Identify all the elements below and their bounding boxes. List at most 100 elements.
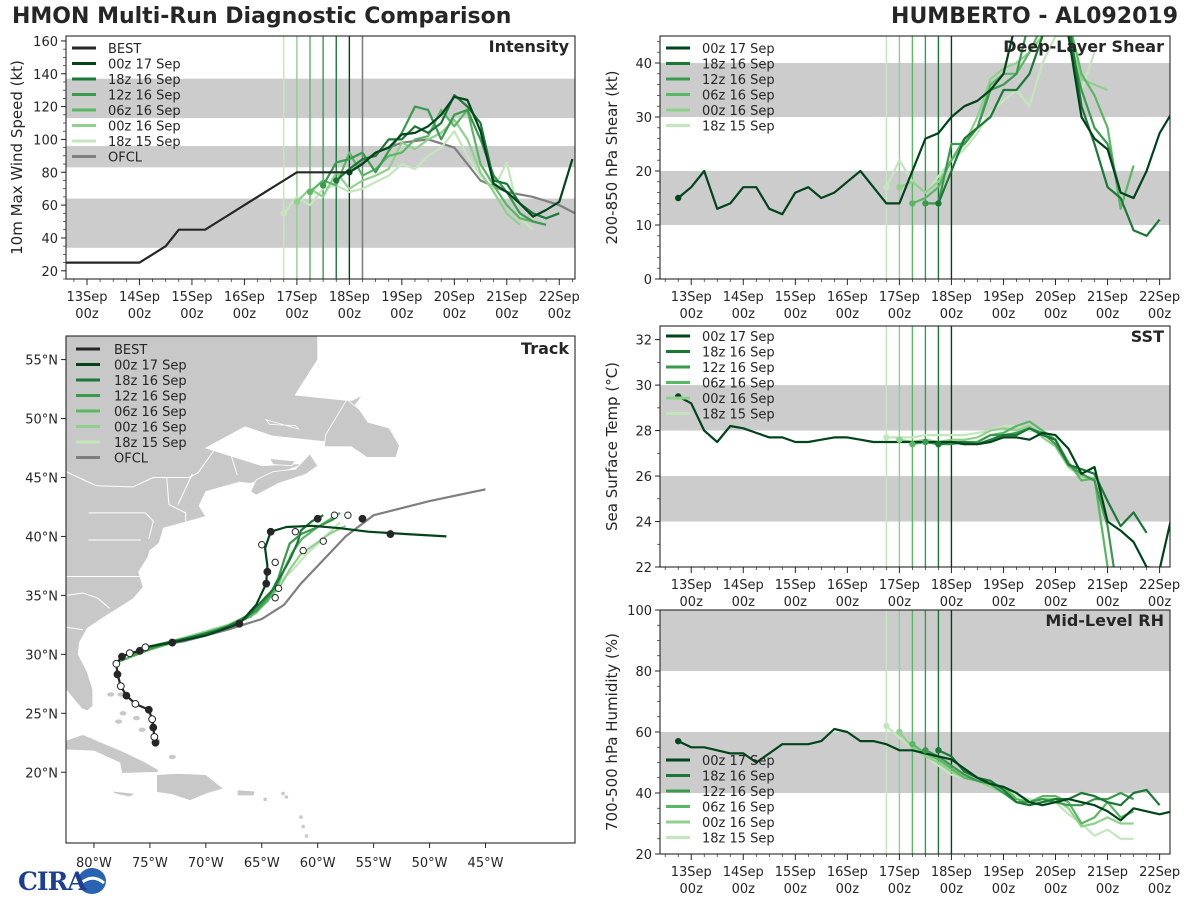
x-tick-label-hour: 00z [992, 307, 1016, 322]
x-tick-label-hour: 00z [1044, 882, 1068, 897]
legend-entry: 18z 16 Sep [702, 346, 775, 361]
x-tick-label-hour: 00z [992, 595, 1016, 610]
lat-tick-label: 45°N [25, 471, 58, 486]
legend-entry: 18z 15 Sep [114, 436, 187, 451]
main-title: HMON Multi-Run Diagnostic Comparison [12, 4, 512, 29]
x-tick-label-day: 20Sep [1035, 290, 1076, 305]
series-line-00z-17-sep [677, 36, 1170, 216]
antilles-island [263, 797, 267, 802]
x-tick-label-hour: 00z [548, 307, 572, 322]
x-tick-label-hour: 00z [128, 307, 152, 322]
lon-tick-label: 50°W [412, 856, 448, 871]
x-tick-label-day: 19Sep [983, 290, 1024, 305]
shade-band [660, 63, 1170, 117]
x-tick-label-day: 14Sep [723, 578, 764, 593]
x-tick-label-hour: 00z [285, 307, 309, 322]
sst-panel: 22 24 26 28 30 32 13Sep 00z 14Sep 00z 15Sep 00z 16Se… [603, 325, 1180, 610]
axes-frame [65, 35, 576, 280]
bahamas-island [138, 727, 146, 733]
bahamas-island [115, 719, 123, 724]
x-tick-label-day: 17Sep [879, 865, 920, 880]
x-tick-label-hour: 00z [1096, 595, 1120, 610]
init-marker [909, 741, 916, 748]
forecast-position-marker [313, 514, 322, 523]
series-line-12z-16-sep [322, 105, 547, 226]
storm-title: HUMBERTO - AL092019 [891, 4, 1178, 29]
x-tick-label-hour: 00z [75, 307, 99, 322]
y-tick-label: 32 [635, 334, 652, 349]
best-track-marker [131, 699, 140, 708]
logo-globe [78, 868, 106, 894]
init-marker [909, 441, 916, 448]
state-border [88, 512, 154, 539]
legend-entry: 18z 16 Sep [114, 374, 187, 389]
x-tick-label-hour: 00z [836, 307, 860, 322]
best-track-marker [141, 643, 150, 652]
x-tick-label-hour: 00z [1148, 882, 1172, 897]
legend-entry: 00z 17 Sep [702, 42, 775, 57]
shade-band [660, 171, 1170, 225]
y-tick-label: 100 [627, 604, 652, 619]
x-tick-label-day: 21Sep [1087, 290, 1128, 305]
puerto-rico-landmass [236, 789, 256, 797]
x-tick-label-day: 19Sep [983, 578, 1024, 593]
x-tick-label-day: 20Sep [434, 290, 475, 305]
forecast-position-marker [274, 584, 283, 593]
x-tick-label-day: 15Sep [775, 865, 816, 880]
series-line-00z-16-sep [899, 424, 1095, 482]
forecast-position-marker [168, 638, 177, 647]
init-marker [935, 747, 942, 754]
best-track-marker [144, 705, 153, 714]
best-track-marker [116, 682, 125, 691]
x-tick-label-hour: 00z [1044, 595, 1068, 610]
forecast-position-marker [262, 579, 271, 588]
chart-title: SST [1131, 327, 1164, 346]
newfoundland-landmass [323, 399, 400, 458]
track-line-00z-16-sep [132, 524, 347, 656]
legend-entry: 12z 16 Sep [702, 785, 775, 800]
x-tick-label-day: 18Sep [931, 290, 972, 305]
x-tick-label-day: 16Sep [827, 865, 868, 880]
lat-tick-label: 30°N [25, 648, 58, 663]
legend-entry: 00z 16 Sep [114, 421, 187, 436]
bahamas-island [132, 715, 140, 721]
forecast-position-marker [235, 619, 244, 628]
shade-band [66, 78, 575, 119]
x-tick-label-day: 14Sep [723, 290, 764, 305]
state-border [66, 592, 110, 609]
y-tick-label: 80 [635, 665, 652, 680]
bahamas-island [119, 711, 127, 716]
legend-entry: 18z 16 Sep [108, 73, 181, 88]
x-tick-label-day: 13Sep [671, 578, 712, 593]
legend-entry: 18z 16 Sep [702, 770, 775, 785]
x-tick-label-hour: 00z [1044, 307, 1068, 322]
forecast-position-marker [271, 558, 279, 567]
lat-tick-label: 55°N [25, 354, 58, 369]
x-tick-label-hour: 00z [784, 882, 808, 897]
x-tick-label-day: 15Sep [775, 290, 816, 305]
shade-band [66, 146, 575, 168]
init-marker [909, 200, 916, 207]
track-line-00z-17-sep [145, 524, 447, 649]
init-marker [675, 194, 682, 202]
x-tick-label-day: 14Sep [119, 290, 160, 305]
init-marker [293, 198, 301, 206]
legend-entry: 12z 16 Sep [114, 390, 187, 405]
series-line-06z-16-sep [911, 743, 1135, 825]
lat-tick-label: 40°N [25, 530, 58, 545]
x-tick-label-day: 15Sep [775, 578, 816, 593]
track-line-18z-16-sep [145, 514, 324, 649]
logo-text: CIRA [18, 867, 87, 896]
lon-tick-label: 70°W [188, 856, 224, 871]
jamaica-landmass [112, 790, 137, 798]
init-marker [896, 436, 903, 443]
bahamas-island [168, 754, 176, 760]
x-tick-label-hour: 00z [1096, 307, 1120, 322]
legend-entry: OFCL [114, 452, 149, 467]
y-tick-label: 40 [41, 232, 58, 247]
x-tick-label-hour: 00z [1148, 307, 1172, 322]
init-marker [922, 438, 929, 446]
x-tick-label-hour: 00z [495, 307, 519, 322]
x-tick-label-day: 21Sep [1087, 578, 1128, 593]
y-tick-label: 30 [635, 111, 652, 126]
